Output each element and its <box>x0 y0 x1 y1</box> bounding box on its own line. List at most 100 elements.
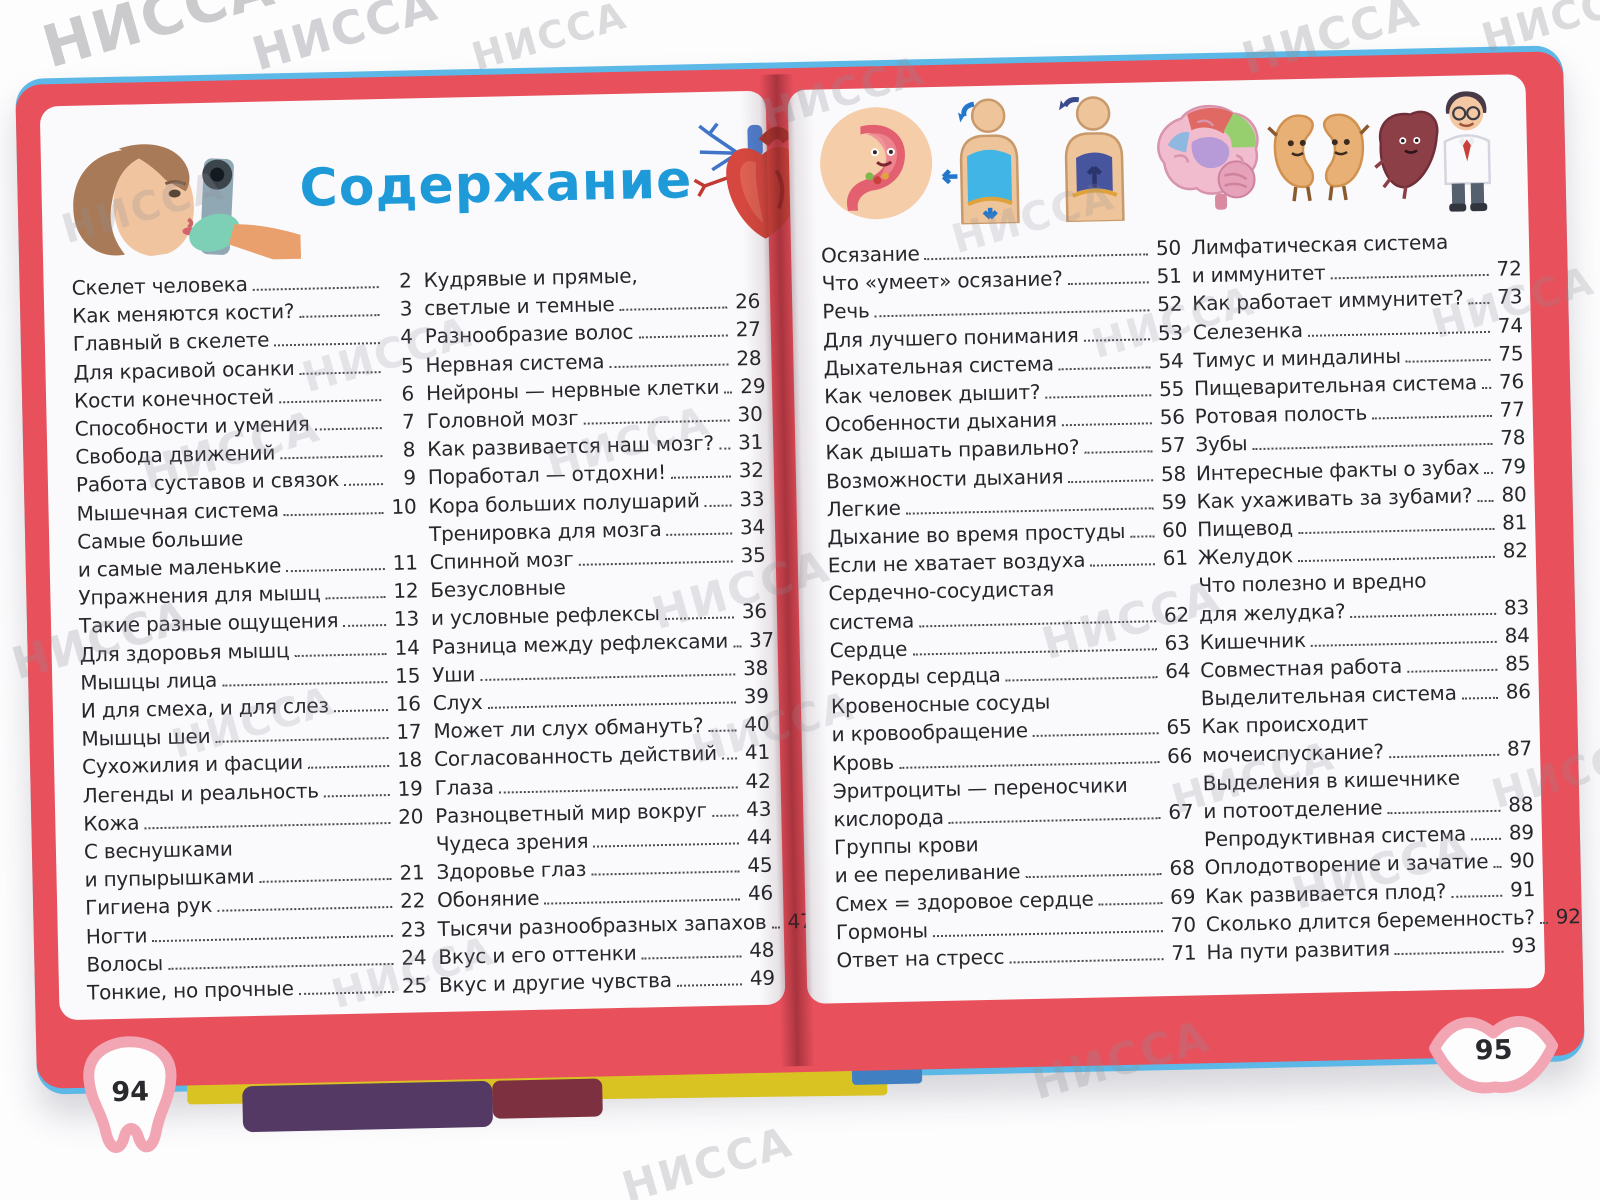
red-page-border: Содержание <box>15 51 1585 1153</box>
toc-entry-title: Ротовая полость <box>1194 400 1368 429</box>
toc-entry-page: 73 <box>1496 284 1523 310</box>
dotted-leader <box>1068 478 1154 483</box>
dotted-leader <box>899 760 1160 769</box>
toc-entry-title: Рекорды сердца <box>830 662 1001 691</box>
toc-entry-page: 81 <box>1501 510 1528 535</box>
dotted-leader <box>283 511 384 516</box>
toc-entry-page: 83 <box>1503 594 1530 620</box>
toc-entry-page: 31 <box>737 429 764 455</box>
toc-entry-title: Речь <box>822 298 870 324</box>
toc-entry-page: 49 <box>749 965 776 991</box>
toc-entry-page: 77 <box>1499 397 1525 422</box>
toc-entry-page: 36 <box>741 599 768 624</box>
liver-and-doctor-illustration <box>1370 87 1501 220</box>
toc-entry-page: 53 <box>1157 320 1184 345</box>
dotted-leader <box>333 709 388 713</box>
toc-entry-title: Что полезно и вредно <box>1198 568 1427 598</box>
toc-entry-page: 5 <box>400 352 414 378</box>
toc-entry-page: 16 <box>395 691 422 716</box>
dotted-leader <box>578 560 733 566</box>
dotted-leader <box>1330 274 1489 280</box>
dotted-leader <box>1407 668 1498 673</box>
dotted-leader <box>314 427 382 431</box>
toc-entry-page: 45 <box>747 852 773 878</box>
toc-entry-page: 70 <box>1170 912 1197 937</box>
left-page: Содержание <box>39 90 836 1021</box>
dotted-leader <box>215 737 389 744</box>
toc-entry-title: и самые маленькие <box>77 553 282 582</box>
toc-entry-page: 15 <box>394 663 421 688</box>
toc-entry-page: 58 <box>1160 461 1187 486</box>
lips-icon <box>1429 1016 1559 1094</box>
dotted-leader <box>1372 415 1492 420</box>
toc-entry-title: светлые и темные <box>423 292 615 321</box>
toc-entry-page: 20 <box>397 804 424 829</box>
dotted-leader <box>641 955 742 960</box>
toc-entry-page: 6 <box>401 381 415 406</box>
dotted-leader <box>676 983 743 987</box>
toc-entry-title: Работа суставов и связок <box>75 467 340 498</box>
dotted-leader <box>343 624 387 628</box>
toc-entry-title: Головной мозг <box>426 405 579 434</box>
toc-entry-page: 21 <box>399 860 425 886</box>
toc-entry-title: С веснушками <box>83 836 233 864</box>
toc-entry-title: Безусловные <box>430 575 566 603</box>
toc-entry-title: Волосы <box>86 950 164 977</box>
toc-entry-page: 24 <box>401 945 427 970</box>
toc-entry-title: Гормоны <box>835 918 929 945</box>
toc-entry-page: 54 <box>1158 348 1184 373</box>
dotted-leader <box>1461 697 1498 700</box>
toc-entry-title: И для смеха, и для слез <box>80 693 330 723</box>
dotted-leader <box>323 793 390 798</box>
dotted-leader <box>274 342 380 347</box>
toc-entry-page: 19 <box>397 775 423 801</box>
dotted-leader <box>1482 386 1492 390</box>
toc-entry-page: 57 <box>1160 432 1186 458</box>
dotted-leader <box>1032 732 1159 738</box>
toc-entry: Безусловные и условные рефлексы 36 <box>430 569 767 633</box>
toc-entry-page: 33 <box>739 486 765 511</box>
toc-entry-title: Ответ на стресс <box>836 944 1005 973</box>
toc-entry-page: 52 <box>1156 292 1183 317</box>
toc-entry-page: 69 <box>1169 884 1196 909</box>
left-page-number-badge: 94 <box>70 1033 191 1160</box>
toc-entry-title: и кровообращение <box>831 718 1029 747</box>
toc-entry: Тонкие, но прочные 25 <box>87 971 428 1007</box>
toc-entry-page: 67 <box>1168 799 1194 825</box>
toc-column: Скелет человека 2 Как меняются кости? 3 Глав… <box>71 266 427 1007</box>
dotted-leader <box>1468 302 1490 305</box>
tooth-icon <box>83 1036 177 1153</box>
watermark-text: НИССА <box>246 0 444 82</box>
right-page-header <box>788 80 1529 238</box>
toc-entry-title: Зубы <box>1195 431 1248 457</box>
toc-entry-page: 28 <box>736 345 762 370</box>
toc-entry-page: 2 <box>398 268 412 293</box>
dotted-leader <box>664 616 735 621</box>
dotted-leader <box>591 870 740 876</box>
toc-entry-title: Вкус и его оттенки <box>438 940 637 969</box>
title-box: Содержание <box>298 92 693 219</box>
toc-entry-title: Как происходит <box>1201 711 1369 739</box>
toc-entry-page: 88 <box>1507 792 1534 817</box>
dotted-leader <box>1539 921 1548 924</box>
dotted-leader <box>299 314 380 319</box>
toc-entry-title: Чудеса зрения <box>435 828 589 857</box>
dotted-leader <box>1045 394 1152 399</box>
toc-entry: С веснушками и пупырышками 21 <box>84 830 425 894</box>
dotted-leader <box>1298 556 1495 563</box>
toc-entry-page: 11 <box>392 550 419 575</box>
toc-entry: Что полезно и вредно для желудка? 83 <box>1198 565 1529 629</box>
toc-entry-page: 72 <box>1496 256 1522 281</box>
toc-entry-page: 55 <box>1158 376 1185 402</box>
dotted-leader <box>299 370 381 375</box>
dotted-leader <box>168 962 394 970</box>
breathing-inhale-illustration <box>934 97 1041 229</box>
dotted-leader <box>152 934 393 942</box>
right-page-columns: Осязание 50 Что «умеет» осязание? 51 Речь 52 Д… <box>821 226 1581 974</box>
dotted-leader <box>733 644 742 648</box>
toc-entry-page: 87 <box>1506 735 1533 761</box>
toc-entry-page: 91 <box>1509 876 1536 902</box>
left-page-header: Содержание <box>40 91 836 277</box>
toc-entry-page: 40 <box>744 711 770 737</box>
toc-entry-title: Пищевод <box>1196 515 1294 542</box>
